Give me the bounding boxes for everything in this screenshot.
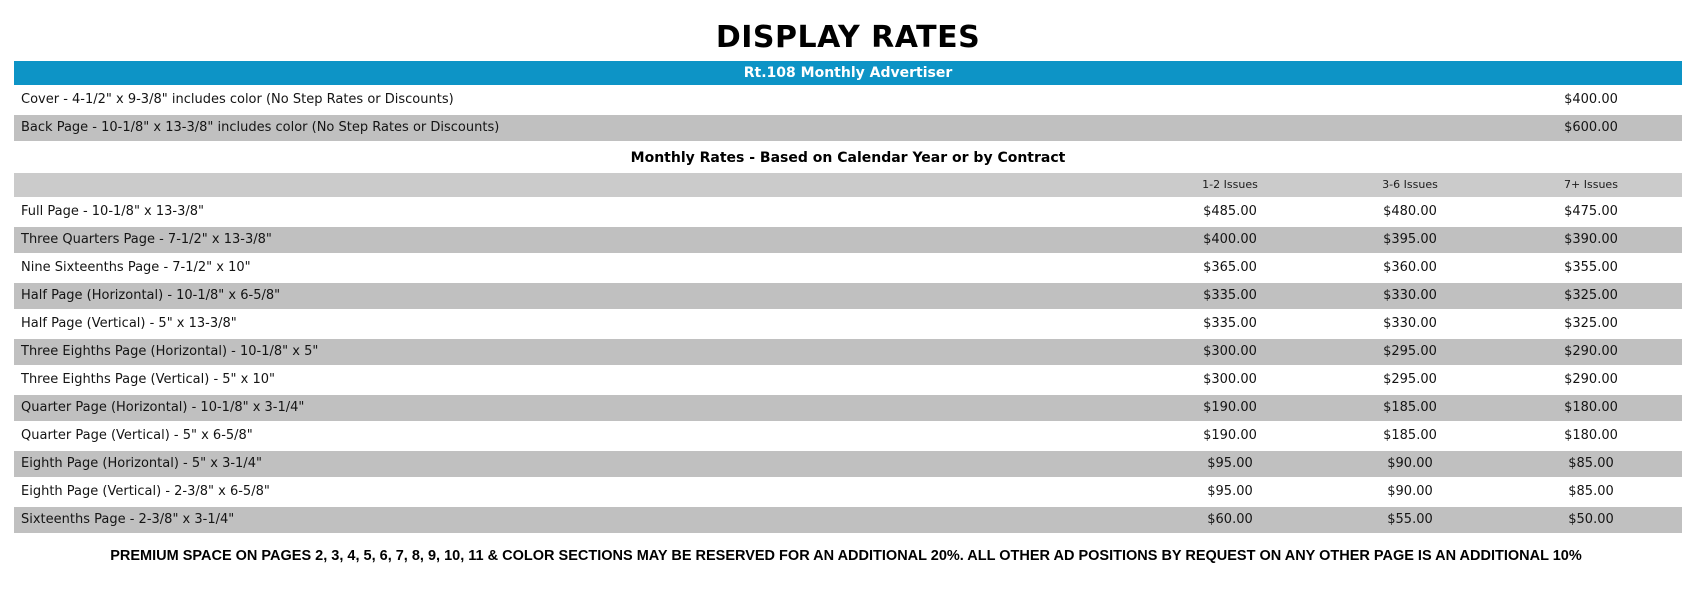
ad-size-label: Three Eighths Page (Horizontal) - 10-1/8… (21, 344, 319, 359)
page-title: DISPLAY RATES (715, 20, 981, 55)
rate-row: Half Page (Vertical) - 5" x 13-3/8" $335.… (14, 311, 1682, 337)
price-7plus-issues: $50.00 (1568, 512, 1614, 527)
premium-rows-section: Cover - 4-1/2" x 9-3/8" includes color (… (14, 87, 1682, 141)
price-value: $600.00 (1564, 120, 1618, 135)
price-3-6-issues: $90.00 (1387, 456, 1433, 471)
ad-size-label: Cover - 4-1/2" x 9-3/8" includes color (… (21, 92, 454, 107)
price-1-2-issues: $300.00 (1203, 344, 1257, 359)
price-1-2-issues: $335.00 (1203, 288, 1257, 303)
premium-row: Cover - 4-1/2" x 9-3/8" includes color (… (14, 87, 1682, 113)
ad-size-label: Eighth Page (Vertical) - 2-3/8" x 6-5/8" (21, 484, 270, 499)
monthly-rates-heading: Monthly Rates - Based on Calendar Year o… (14, 143, 1682, 173)
price-1-2-issues: $365.00 (1203, 260, 1257, 275)
rate-row: Eighth Page (Horizontal) - 5" x 3-1/4" $9… (14, 451, 1682, 477)
price-1-2-issues: $95.00 (1207, 456, 1253, 471)
price-3-6-issues: $480.00 (1383, 204, 1437, 219)
column-header-row: 1-2 Issues 3-6 Issues 7+ Issues (14, 173, 1682, 197)
rate-row: Eighth Page (Vertical) - 2-3/8" x 6-5/8"… (14, 479, 1682, 505)
price-1-2-issues: $335.00 (1203, 316, 1257, 331)
price-7plus-issues: $85.00 (1568, 484, 1614, 499)
price-3-6-issues: $55.00 (1387, 512, 1433, 527)
price-1-2-issues: $400.00 (1203, 232, 1257, 247)
price-7plus-issues: $290.00 (1564, 344, 1618, 359)
rate-row: Sixteenths Page - 2-3/8" x 3-1/4" $60.00 $… (14, 507, 1682, 533)
price-7plus-issues: $290.00 (1564, 372, 1618, 387)
ad-size-label: Half Page (Horizontal) - 10-1/8" x 6-5/8… (21, 288, 281, 303)
price-3-6-issues: $295.00 (1383, 344, 1437, 359)
column-header-3-6-issues: 3-6 Issues (1382, 178, 1438, 191)
rate-row: Half Page (Horizontal) - 10-1/8" x 6-5/8… (14, 283, 1682, 309)
rate-row: Quarter Page (Vertical) - 5" x 6-5/8" $19… (14, 423, 1682, 449)
price-1-2-issues: $60.00 (1207, 512, 1253, 527)
ad-size-label: Three Quarters Page - 7-1/2" x 13-3/8" (21, 232, 272, 247)
premium-row: Back Page - 10-1/8" x 13-3/8" includes c… (14, 115, 1682, 141)
monthly-rows-section: Full Page - 10-1/8" x 13-3/8" $485.00 $480… (14, 199, 1682, 533)
rate-row: Nine Sixteenths Page - 7-1/2" x 10" $365.… (14, 255, 1682, 281)
price-3-6-issues: $90.00 (1387, 484, 1433, 499)
price-1-2-issues: $190.00 (1203, 428, 1257, 443)
rate-row: Full Page - 10-1/8" x 13-3/8" $485.00 $480… (14, 199, 1682, 225)
column-header-7plus-issues: 7+ Issues (1564, 178, 1618, 191)
rates-table: Rt.108 Monthly Advertiser Cover - 4-1/2"… (14, 61, 1682, 533)
price-7plus-issues: $180.00 (1564, 428, 1618, 443)
rate-row: Quarter Page (Horizontal) - 10-1/8" x 3-… (14, 395, 1682, 421)
column-header-1-2-issues: 1-2 Issues (1202, 178, 1258, 191)
price-1-2-issues: $95.00 (1207, 484, 1253, 499)
price-3-6-issues: $395.00 (1383, 232, 1437, 247)
ad-size-label: Eighth Page (Horizontal) - 5" x 3-1/4" (21, 456, 262, 471)
price-3-6-issues: $185.00 (1383, 400, 1437, 415)
ad-size-label: Quarter Page (Horizontal) - 10-1/8" x 3-… (21, 400, 305, 415)
ad-size-label: Nine Sixteenths Page - 7-1/2" x 10" (21, 260, 251, 275)
ad-size-label: Half Page (Vertical) - 5" x 13-3/8" (21, 316, 237, 331)
price-3-6-issues: $360.00 (1383, 260, 1437, 275)
ad-size-label: Three Eighths Page (Vertical) - 5" x 10" (21, 372, 276, 387)
rate-row: Three Eighths Page (Horizontal) - 10-1/8… (14, 339, 1682, 365)
column-header-spacer (14, 173, 1140, 197)
price-3-6-issues: $295.00 (1383, 372, 1437, 387)
rate-row: Three Quarters Page - 7-1/2" x 13-3/8" $4… (14, 227, 1682, 253)
price-3-6-issues: $185.00 (1383, 428, 1437, 443)
ad-size-label: Back Page - 10-1/8" x 13-3/8" includes c… (21, 120, 500, 135)
price-3-6-issues: $330.00 (1383, 316, 1437, 331)
premium-space-disclaimer: PREMIUM SPACE ON PAGES 2, 3, 4, 5, 6, 7,… (110, 548, 1582, 564)
publication-banner: Rt.108 Monthly Advertiser (14, 61, 1682, 85)
price-7plus-issues: $390.00 (1564, 232, 1618, 247)
price-value: $400.00 (1564, 92, 1618, 107)
price-7plus-issues: $180.00 (1564, 400, 1618, 415)
ad-size-label: Full Page - 10-1/8" x 13-3/8" (21, 204, 205, 219)
ad-size-label: Sixteenths Page - 2-3/8" x 3-1/4" (21, 512, 235, 527)
price-7plus-issues: $325.00 (1564, 288, 1618, 303)
ad-size-label: Quarter Page (Vertical) - 5" x 6-5/8" (21, 428, 253, 443)
price-7plus-issues: $475.00 (1564, 204, 1618, 219)
price-7plus-issues: $85.00 (1568, 456, 1614, 471)
price-7plus-issues: $355.00 (1564, 260, 1618, 275)
price-3-6-issues: $330.00 (1383, 288, 1437, 303)
price-1-2-issues: $190.00 (1203, 400, 1257, 415)
price-7plus-issues: $325.00 (1564, 316, 1618, 331)
price-1-2-issues: $485.00 (1203, 204, 1257, 219)
price-1-2-issues: $300.00 (1203, 372, 1257, 387)
rate-row: Three Eighths Page (Vertical) - 5" x 10"… (14, 367, 1682, 393)
